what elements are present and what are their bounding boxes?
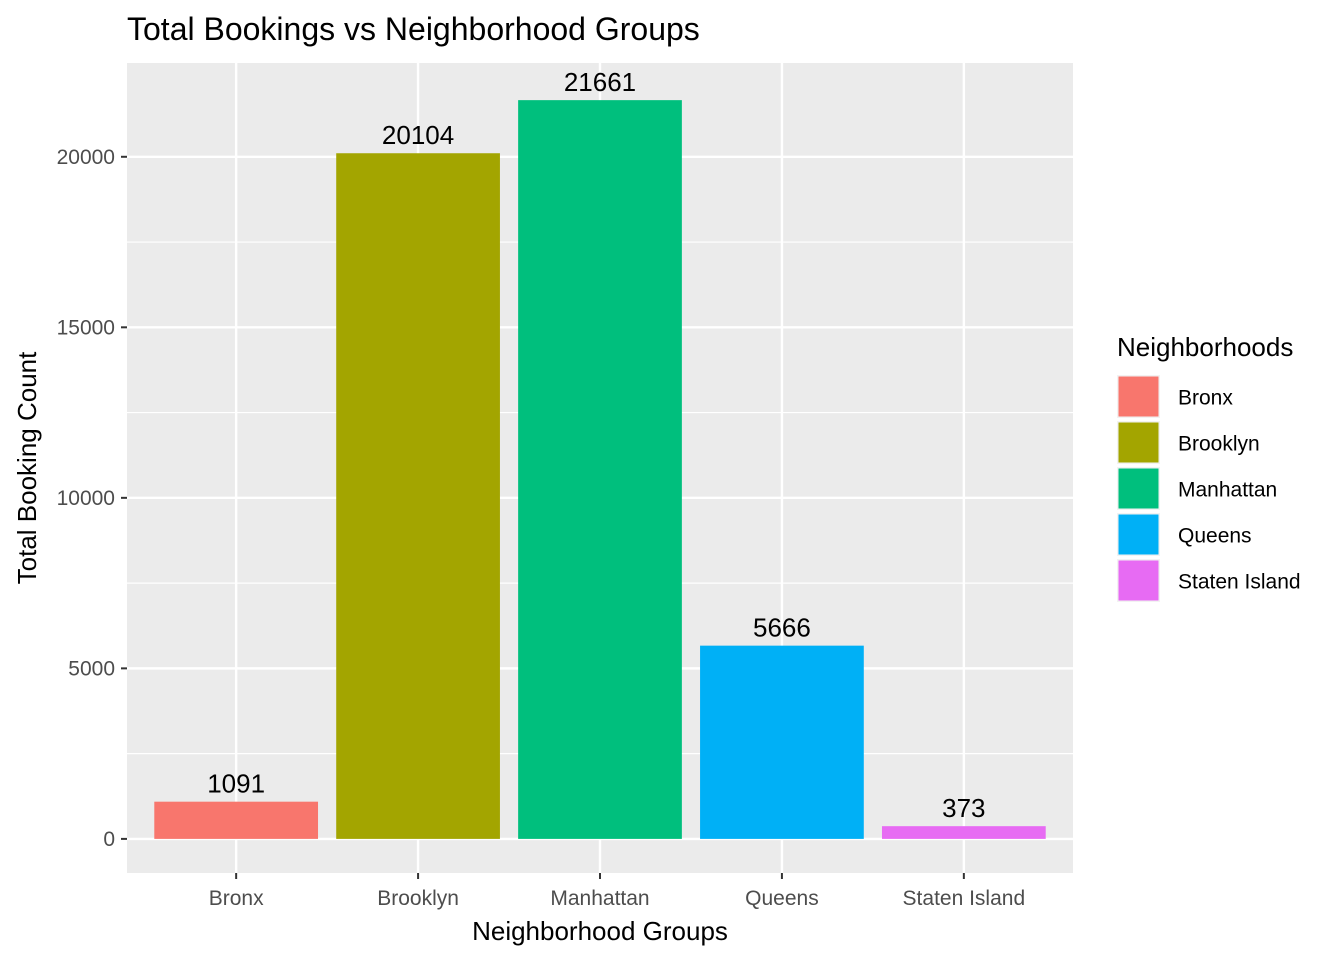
- x-tick-label: Staten Island: [903, 887, 1026, 910]
- y-tick-label: 0: [103, 828, 115, 851]
- legend-swatch: [1118, 468, 1159, 509]
- legend-label: Manhattan: [1178, 479, 1277, 502]
- legend-title: Neighborhoods: [1117, 332, 1293, 362]
- y-axis: 0 5000 10000 15000 20000: [57, 146, 127, 851]
- data-label: 20104: [382, 120, 454, 150]
- y-tick-label: 10000: [57, 487, 115, 510]
- x-tick-label: Queens: [745, 887, 819, 910]
- chart-title: Total Bookings vs Neighborhood Groups: [127, 11, 700, 47]
- bar-staten-island: [881, 826, 1046, 839]
- y-tick-label: 15000: [57, 316, 115, 339]
- data-label: 1091: [207, 769, 265, 799]
- bar-manhattan: [518, 100, 682, 839]
- legend-swatch: [1118, 560, 1159, 601]
- legend-label: Staten Island: [1178, 571, 1301, 594]
- legend-label: Queens: [1178, 525, 1252, 548]
- y-tick-label: 20000: [57, 146, 115, 169]
- legend-label: Brooklyn: [1178, 433, 1260, 456]
- data-labels: 1091 20104 21661 5666 373: [207, 67, 985, 823]
- legend-swatch: [1118, 376, 1159, 417]
- x-axis-title: Neighborhood Groups: [472, 916, 728, 946]
- legend-swatch: [1118, 422, 1159, 463]
- bar-brooklyn: [336, 153, 500, 839]
- x-tick-label: Manhattan: [550, 887, 649, 910]
- x-tick-label: Brooklyn: [377, 887, 459, 910]
- legend-label: Bronx: [1178, 387, 1233, 410]
- data-label: 5666: [753, 613, 811, 643]
- data-label: 373: [942, 793, 985, 823]
- x-tick-label: Bronx: [209, 887, 264, 910]
- legend: Neighborhoods Bronx Brooklyn Manhattan Quee…: [1117, 332, 1301, 602]
- y-tick-label: 5000: [68, 657, 115, 680]
- bar-bronx: [154, 801, 319, 839]
- legend-swatch: [1118, 514, 1159, 555]
- x-axis: Bronx Brooklyn Manhattan Queens Staten Islan…: [209, 873, 1025, 910]
- bar-queens: [700, 645, 864, 839]
- data-label: 21661: [564, 67, 636, 97]
- bars: [154, 100, 1046, 839]
- y-axis-title: Total Booking Count: [12, 351, 42, 584]
